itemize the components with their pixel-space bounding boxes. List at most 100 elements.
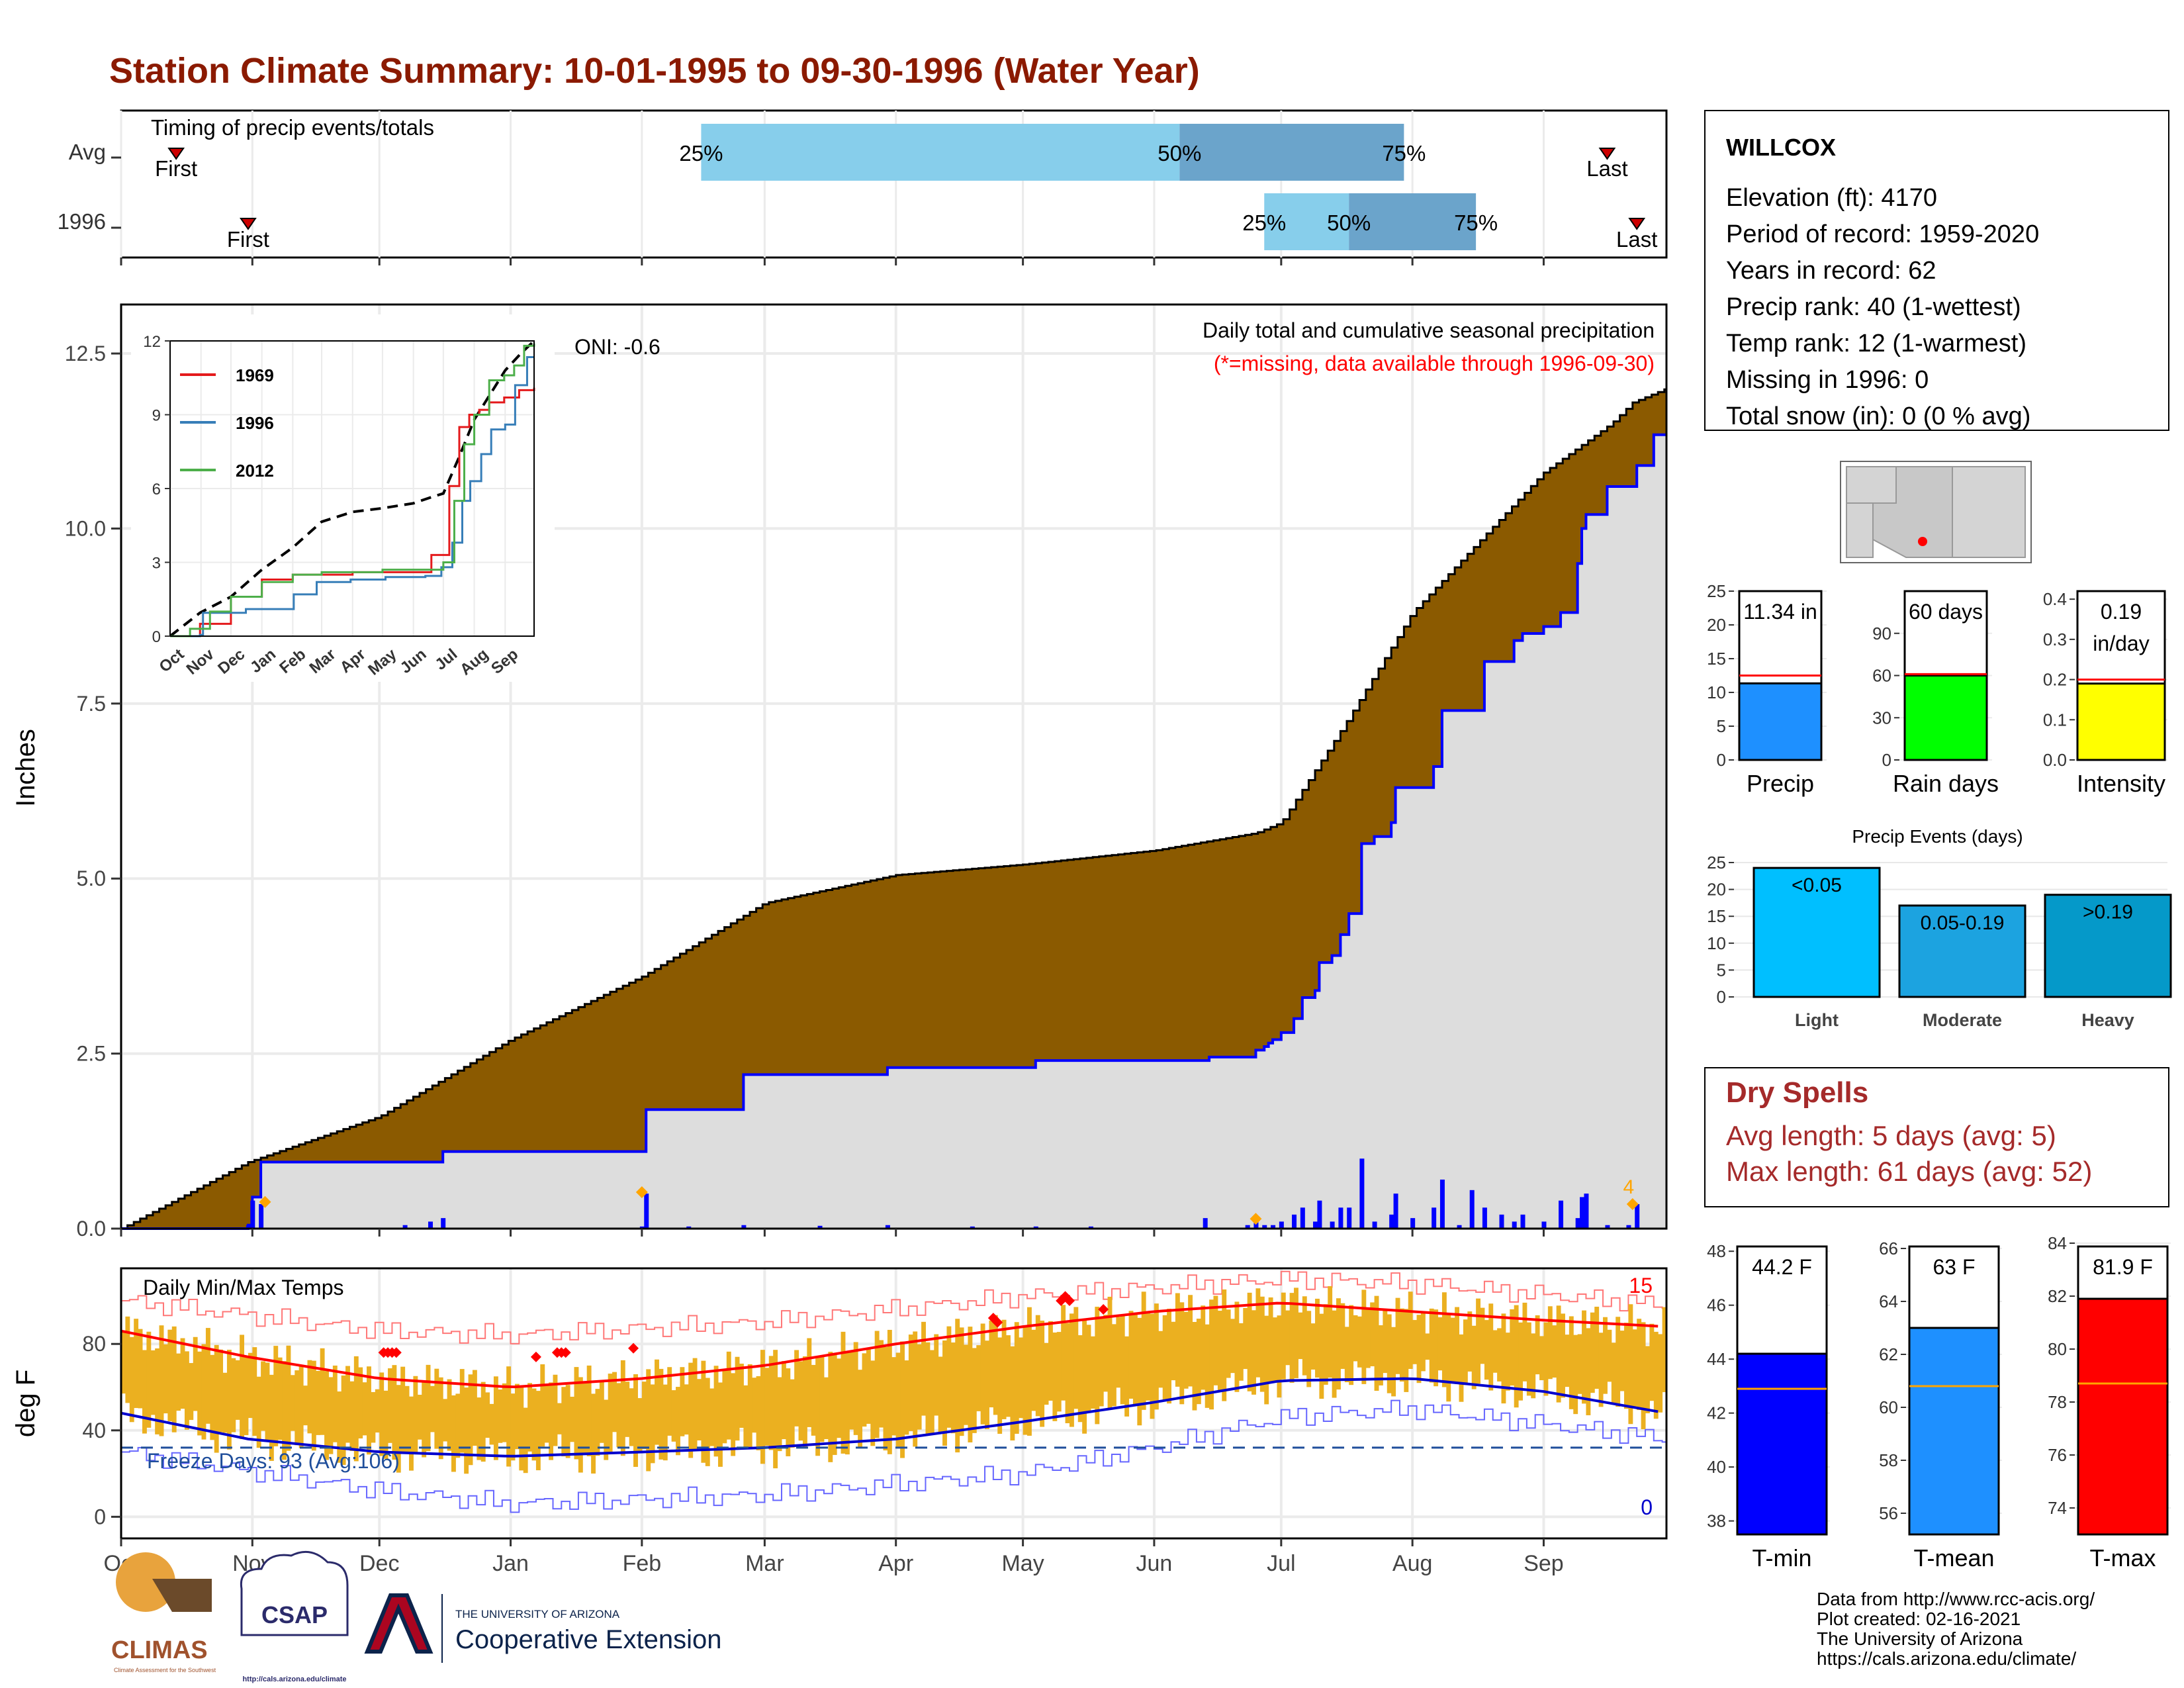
events-y-tick-label: 10 — [1707, 933, 1726, 953]
daily-temp-bars — [121, 1286, 1667, 1474]
precip-frame — [120, 303, 1668, 1230]
daily-temp-bar — [709, 1388, 715, 1446]
avg-first-label: First — [155, 156, 197, 181]
station-line-3: Years in record: 62 — [1726, 257, 1936, 285]
daily-temp-bar — [608, 1374, 613, 1453]
record-high-marker — [628, 1342, 639, 1354]
daily-temp-bar — [1116, 1317, 1121, 1388]
daily-temp-bar — [189, 1363, 194, 1421]
daily-temp-bar — [1196, 1319, 1201, 1405]
daily-temp-bar — [1361, 1289, 1367, 1384]
daily-temp-bar — [1162, 1315, 1167, 1401]
daily-temp-bar — [413, 1376, 418, 1453]
daily-temp-bar — [167, 1329, 173, 1422]
daily-temp-bar — [451, 1395, 456, 1472]
daily-temp-bar — [523, 1407, 528, 1474]
daily-temp-bar — [1234, 1301, 1240, 1392]
daily-temp-bar — [849, 1351, 854, 1430]
daily-temp-bar — [1137, 1317, 1142, 1426]
daily-temp-bar — [1319, 1313, 1324, 1399]
daily-temp-bar — [1294, 1288, 1298, 1379]
daily-precip-bar — [686, 1226, 692, 1229]
daily-temp-bar — [1259, 1296, 1265, 1392]
daily-precip-bar — [1559, 1200, 1564, 1229]
station-name: WILLCOX — [1726, 134, 1836, 161]
daily-temp-bar — [612, 1372, 617, 1432]
daily-precip-bar — [402, 1225, 408, 1229]
mini-y-tick-label: 66 — [1879, 1239, 1898, 1258]
1996-25-label: 25% — [1242, 211, 1286, 235]
daily-temp-bar — [1471, 1325, 1477, 1389]
daily-temp-bar — [1450, 1317, 1455, 1383]
daily-temp-bar — [1086, 1325, 1091, 1411]
daily-temp-bar — [549, 1382, 554, 1460]
daily-temp-bar — [464, 1387, 469, 1474]
daily-temp-bar — [574, 1367, 579, 1460]
daily-temp-bar — [388, 1368, 392, 1443]
event-marker — [259, 1196, 271, 1208]
daily-temp-bar — [1061, 1305, 1066, 1401]
events-y-tick-label: 20 — [1707, 880, 1726, 900]
daily-temp-bar — [180, 1338, 185, 1409]
daily-temp-bar — [768, 1356, 774, 1450]
daily-temp-bar — [240, 1335, 245, 1439]
daily-temp-bar — [510, 1393, 516, 1461]
inset-y-tick-label: 0 — [152, 628, 161, 646]
ua-name: THE UNIVERSITY OF ARIZONA — [455, 1608, 620, 1620]
mini-y-tick-label: 0.4 — [2043, 589, 2067, 609]
legend-label-1969: 1969 — [236, 365, 274, 385]
precip-events-chart: Precip Events (days) 0 5 10 15 20 25 <0.05 Light… — [1707, 826, 2172, 1030]
temp-title: Daily Min/Max Temps — [143, 1276, 343, 1299]
daily-temp-bar — [570, 1396, 575, 1442]
station-line-1: Elevation (ft): 4170 — [1726, 184, 1937, 212]
daily-temp-bar — [866, 1348, 871, 1424]
daily-temp-bar — [430, 1385, 435, 1432]
daily-temp-bar — [1492, 1330, 1498, 1373]
dry-spells-frame — [1704, 1067, 2169, 1207]
station-frame — [1704, 110, 2169, 431]
mini-value-label: 60 days — [1909, 600, 1983, 624]
daily-temp-bar — [332, 1365, 338, 1442]
daily-temp-bar — [942, 1340, 947, 1446]
daily-temp-bar — [1637, 1319, 1642, 1411]
daily-precip-bar — [644, 1194, 649, 1229]
inset-y-tick-label: 9 — [152, 407, 161, 425]
oni-label: ONI: -0.6 — [574, 335, 660, 359]
daily-temp-bar — [1277, 1315, 1282, 1398]
daily-temp-bar — [1056, 1332, 1062, 1412]
mini-y-tick-label: 0.1 — [2043, 710, 2067, 729]
daily-temp-bar — [735, 1356, 740, 1441]
daily-temp-bar — [1586, 1328, 1591, 1415]
daily-precip-bar — [1439, 1179, 1445, 1229]
station-location-dot — [1918, 537, 1927, 546]
mini-chart-title: Intensity — [2077, 770, 2165, 797]
daily-temp-bar — [1141, 1291, 1146, 1410]
avg-box-50-75 — [1179, 124, 1404, 181]
daily-temp-bar — [760, 1350, 765, 1464]
daily-temp-bar — [1328, 1286, 1333, 1378]
daily-temp-bar — [1577, 1334, 1582, 1394]
daily-precip-bar — [250, 1200, 255, 1229]
mini-y-tick-label: 82 — [2048, 1286, 2067, 1306]
daily-temp-bar — [917, 1344, 922, 1430]
station-line-6: Missing in 1996: 0 — [1726, 366, 1929, 394]
daily-temp-bar — [828, 1352, 833, 1462]
daily-precip-bar — [1203, 1218, 1208, 1229]
daily-temp-bar — [1010, 1346, 1015, 1441]
daily-temp-bar — [692, 1358, 698, 1451]
daily-precip-bar — [885, 1225, 890, 1229]
daily-temp-bar — [790, 1379, 795, 1448]
daily-temp-bar — [316, 1370, 321, 1435]
precip-y-tick-label: 7.5 — [77, 692, 106, 716]
daily-temp-bar — [1395, 1297, 1400, 1374]
daily-temp-bar — [1255, 1288, 1261, 1378]
daily-temp-bar — [697, 1379, 702, 1441]
daily-temp-bar — [193, 1336, 198, 1411]
daily-temp-bar — [159, 1325, 164, 1436]
daily-temp-bar — [498, 1389, 503, 1443]
daily-temp-bar — [870, 1360, 876, 1446]
daily-temp-bar — [358, 1367, 363, 1438]
mini-chart-title: T-min — [1752, 1544, 1812, 1571]
mini-y-tick-label: 58 — [1879, 1450, 1898, 1470]
mini-value-label: 44.2 F — [1752, 1255, 1812, 1279]
